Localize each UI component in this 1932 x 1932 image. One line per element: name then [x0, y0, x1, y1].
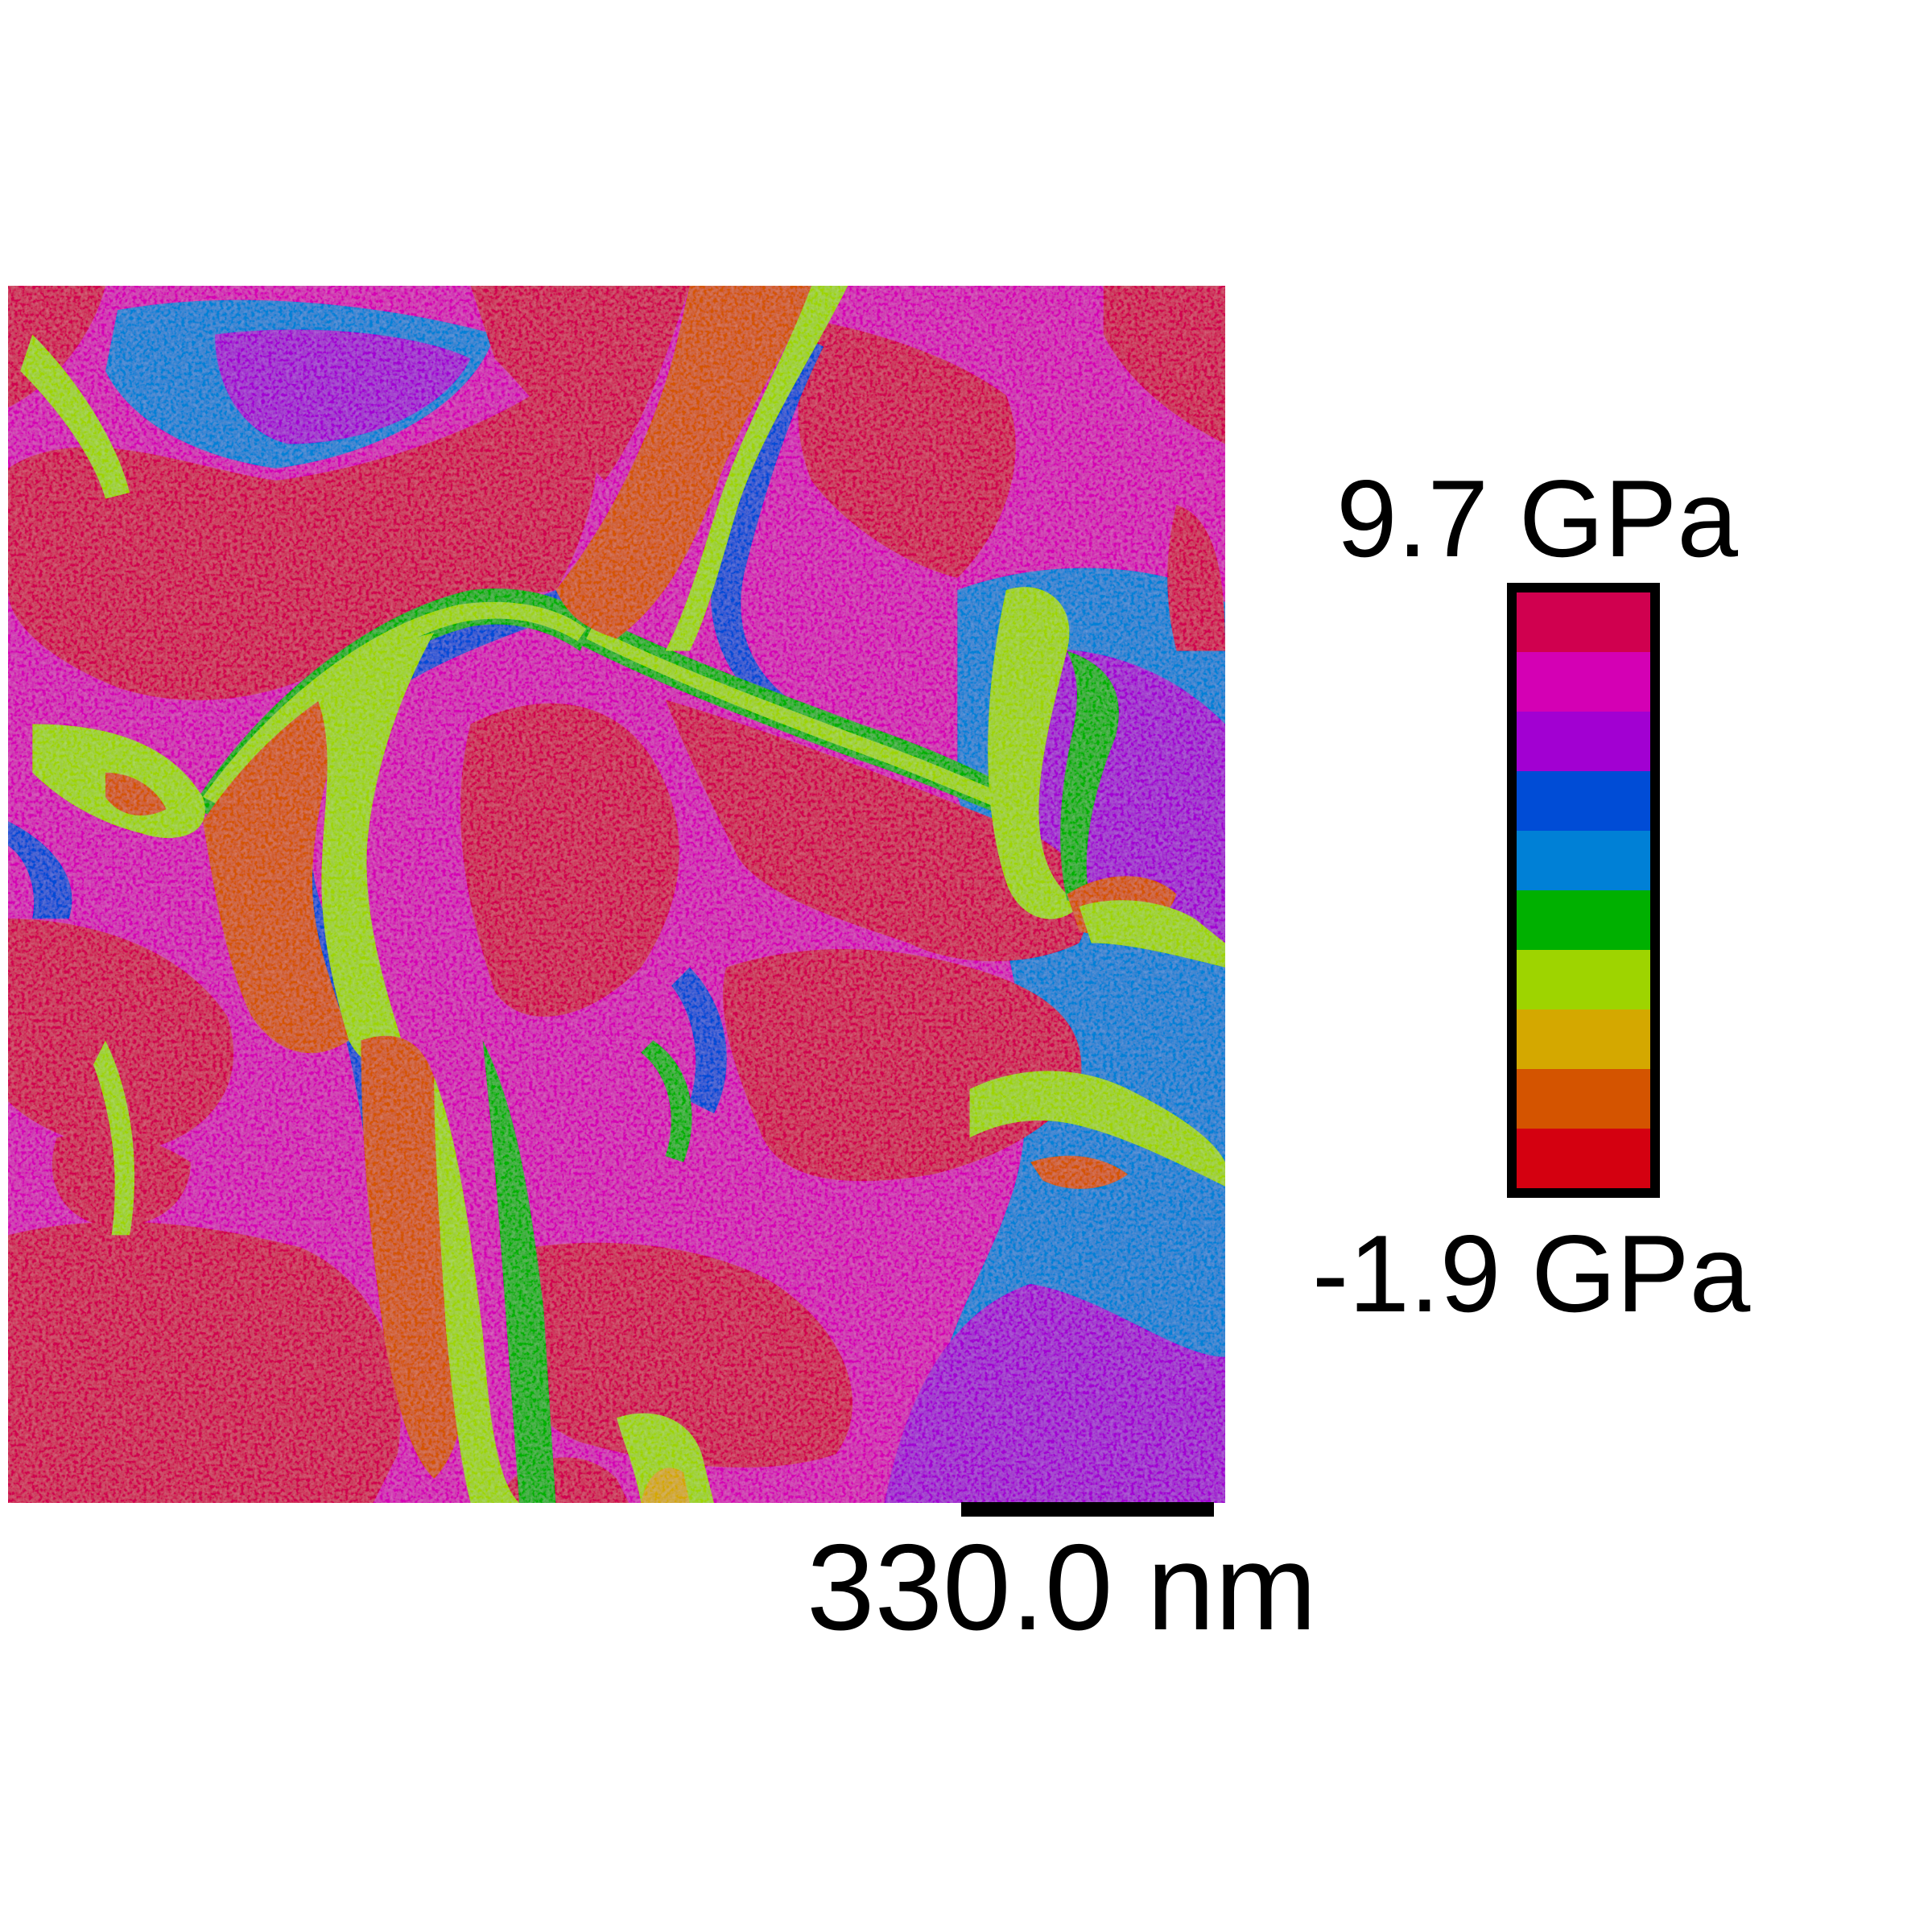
boundary-orange-left-small — [105, 772, 167, 816]
color-scale-segment — [1517, 712, 1650, 771]
color-scale-segment — [1517, 592, 1650, 652]
boundary-orange-bottom-right — [1030, 1155, 1129, 1189]
boundary-orange-left-arc — [202, 675, 361, 1054]
color-scale-segment — [1517, 950, 1650, 1009]
boundary-green-lower — [482, 1040, 556, 1503]
boundary-yellowgreen-left-arc — [312, 632, 435, 1070]
feature-green-bottom-center — [617, 1413, 714, 1503]
feature-orange-bottom-center — [641, 1468, 690, 1503]
boundary-yellowgreen-right-node — [1079, 900, 1225, 968]
grain-top-center — [470, 286, 690, 481]
color-scale-max-label: 9.7 GPa — [1336, 457, 1738, 580]
boundary-yellowgreen-upper — [586, 626, 1031, 822]
color-scale-segment — [1517, 890, 1650, 950]
feature-blue-left — [8, 821, 72, 919]
color-scale-min-label: -1.9 GPa — [1312, 1212, 1751, 1335]
grain-top-left — [8, 358, 599, 700]
grain-bottom-center — [514, 1242, 852, 1468]
grain-bottom-left — [8, 1221, 401, 1503]
color-scale-segment — [1517, 1129, 1650, 1188]
feature-green-top-left — [20, 334, 130, 499]
purple-zone-bottom-right — [884, 1283, 1225, 1503]
color-scale-segment — [1517, 652, 1650, 712]
scale-bar-label: 330.0 nm — [807, 1519, 1317, 1656]
boundary-orange-top — [555, 286, 811, 639]
feature-yellowgreen-left-bottom — [93, 1040, 135, 1236]
grain-right-edge — [1167, 505, 1225, 651]
grain-center-b — [665, 700, 1089, 962]
color-scale-segment — [1517, 771, 1650, 831]
scale-bar — [961, 1502, 1214, 1517]
purple-zone-top-left — [215, 329, 471, 444]
boundary-blue-b — [711, 334, 824, 724]
feature-green-center — [641, 1040, 692, 1162]
boundary-yellowgreen-bottom-right — [969, 1071, 1225, 1187]
boundary-yellowgreen-top — [665, 286, 848, 651]
grain-center-a — [460, 703, 679, 1017]
feature-blue-center — [671, 967, 727, 1114]
color-scale-segment — [1517, 1069, 1650, 1129]
grain-top-right — [1103, 286, 1225, 444]
grain-upper-right-a — [798, 322, 1016, 578]
boundary-yellowgreen-lower — [434, 1076, 520, 1503]
color-scale-bar — [1507, 583, 1660, 1198]
grain-left-mid — [8, 919, 234, 1150]
boundary-yellowgreen-right — [988, 587, 1080, 919]
modulus-map-image — [8, 286, 1225, 1503]
purple-zone-right — [1002, 648, 1225, 968]
color-scale-segment — [1517, 831, 1650, 890]
color-scale-segment — [1517, 1009, 1650, 1069]
boundary-green-right — [1060, 650, 1119, 907]
